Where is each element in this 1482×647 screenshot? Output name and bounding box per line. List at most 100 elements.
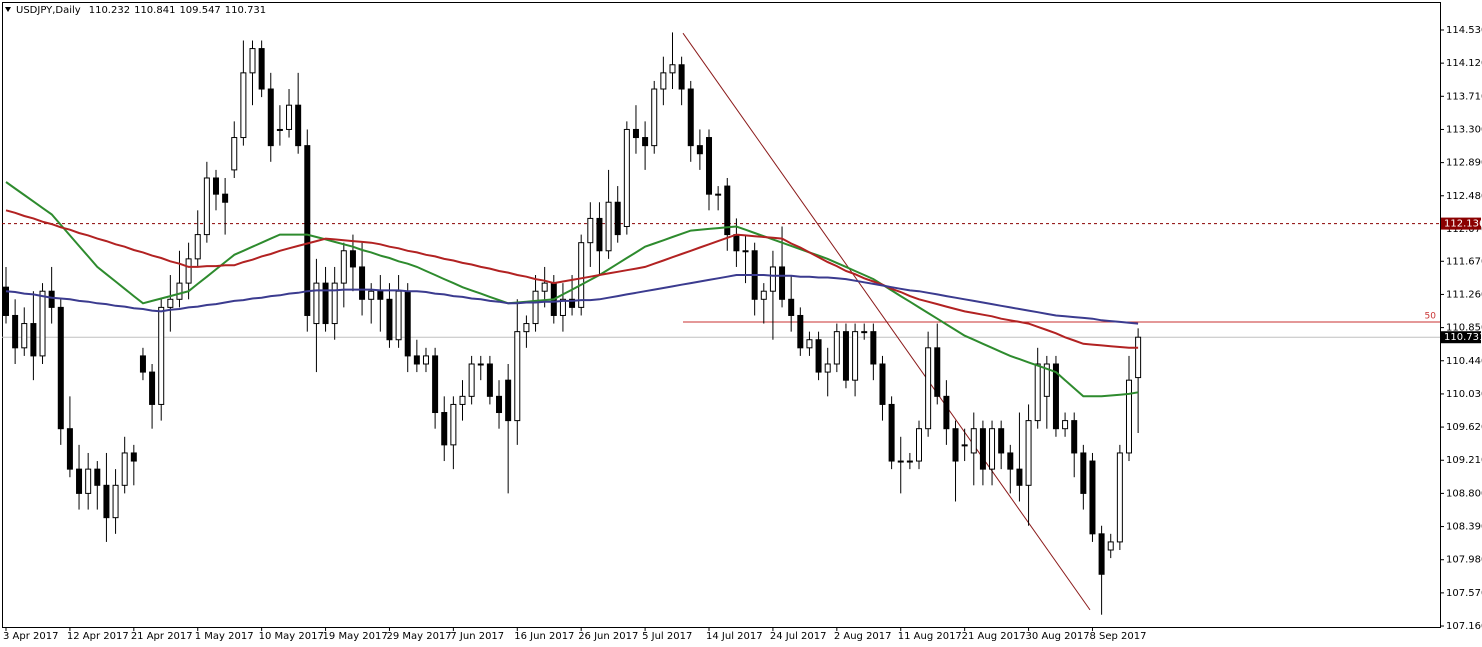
candle-body (1080, 452, 1087, 494)
candle-body (477, 363, 484, 366)
x-tick-label: 3 Apr 2017 (3, 631, 58, 642)
y-tick-label: 107.570 (1446, 588, 1482, 599)
candle-body (368, 290, 375, 300)
candle-body (1107, 541, 1114, 551)
candle-body (706, 137, 713, 195)
candle-body (642, 137, 649, 147)
candle-body (660, 72, 667, 90)
candle-body (587, 217, 594, 244)
candle-body (112, 484, 119, 519)
candle-body (559, 298, 566, 316)
y-tick-label: 107.160 (1446, 621, 1482, 632)
candle-body (267, 88, 274, 147)
candle-body (1125, 379, 1132, 454)
moving-average-line (5, 274, 1139, 325)
x-tick-label: 21 Aug 2017 (962, 631, 1026, 642)
last-price-label: 110.731 (1444, 332, 1482, 343)
close-value: 110.731 (225, 5, 266, 16)
candle-body (176, 282, 183, 300)
candle-body (413, 355, 420, 365)
candle-body (66, 428, 73, 470)
chart-header: USDJPY,Daily 110.232 110.841 109.547 110.731 (16, 5, 266, 16)
candle-body (833, 331, 840, 365)
x-tick-label: 10 May 2017 (259, 631, 324, 642)
y-tick-label: 112.890 (1446, 158, 1482, 169)
candle-body (441, 412, 448, 446)
candle-body (313, 282, 320, 325)
candle-body (897, 460, 904, 463)
candle-body (1098, 533, 1105, 575)
candle-body (696, 145, 703, 155)
x-tick-label: 21 Apr 2017 (131, 631, 193, 642)
candle-body (888, 403, 895, 462)
y-tick-label: 108.390 (1446, 522, 1482, 533)
candle-body (669, 64, 676, 74)
candle-body (687, 88, 694, 147)
level-label-box (1441, 217, 1481, 230)
high-value: 110.841 (134, 5, 175, 16)
candle-body (760, 290, 767, 300)
candle-body (21, 323, 28, 349)
candle-body (496, 395, 503, 414)
candle-body (3, 286, 9, 316)
candle-body (733, 234, 740, 252)
candle-body (240, 72, 247, 139)
candle-body (824, 363, 831, 373)
candle-body (852, 331, 859, 381)
x-tick-label: 1 May 2017 (195, 631, 254, 642)
candle-body (870, 331, 877, 365)
candle-body (532, 290, 539, 325)
candle-body (48, 290, 55, 308)
candle-body (258, 48, 265, 90)
candle-body (1025, 420, 1032, 486)
x-tick-label: 2 Aug 2017 (834, 631, 892, 642)
x-tick-label: 12 Apr 2017 (67, 631, 129, 642)
candle-body (30, 323, 37, 357)
candle-body (322, 282, 329, 325)
candle-body (998, 428, 1005, 454)
y-tick-label: 111.260 (1446, 289, 1482, 300)
y-tick-label: 108.800 (1446, 488, 1482, 499)
candle-body (203, 177, 210, 236)
candle-body (1135, 336, 1142, 379)
candle-body (715, 193, 722, 196)
candle-body (404, 290, 411, 357)
candle-body (249, 48, 256, 74)
candle-body (359, 266, 366, 300)
candle-body (961, 444, 968, 447)
candle-body (340, 250, 347, 284)
candle-body (149, 371, 156, 405)
candle-body (185, 258, 192, 284)
x-tick-label: 26 Jun 2017 (578, 631, 638, 642)
candle-body (596, 217, 603, 252)
candle-body (12, 314, 19, 349)
candle-body (979, 428, 986, 470)
x-tick-label: 14 Jul 2017 (706, 631, 763, 642)
candle-body (295, 104, 302, 147)
candle-body (1016, 468, 1023, 486)
open-value: 110.232 (89, 5, 130, 16)
candle-body (1034, 363, 1041, 422)
last-price-box (1441, 331, 1481, 344)
candle-body (158, 306, 165, 405)
plot-frame (2, 2, 1441, 628)
y-tick-label: 112.480 (1446, 191, 1482, 202)
y-tick-label: 113.300 (1446, 124, 1482, 135)
candle-body (1089, 460, 1096, 535)
candle-body (934, 347, 941, 397)
candle-body (916, 428, 922, 462)
candle-body (779, 266, 786, 300)
y-tick-label: 109.210 (1446, 455, 1482, 466)
candle-body (742, 250, 749, 253)
y-tick-label: 113.710 (1446, 91, 1482, 102)
x-tick-label: 24 Jul 2017 (770, 631, 827, 642)
candle-body (1116, 452, 1123, 543)
candle-body (286, 104, 293, 130)
candle-body (943, 395, 950, 430)
candle-body (377, 290, 384, 300)
chart-title: USDJPY,Daily (16, 5, 81, 16)
candle-body (121, 452, 128, 486)
candle-body (222, 193, 229, 203)
candle-body (1007, 452, 1014, 470)
